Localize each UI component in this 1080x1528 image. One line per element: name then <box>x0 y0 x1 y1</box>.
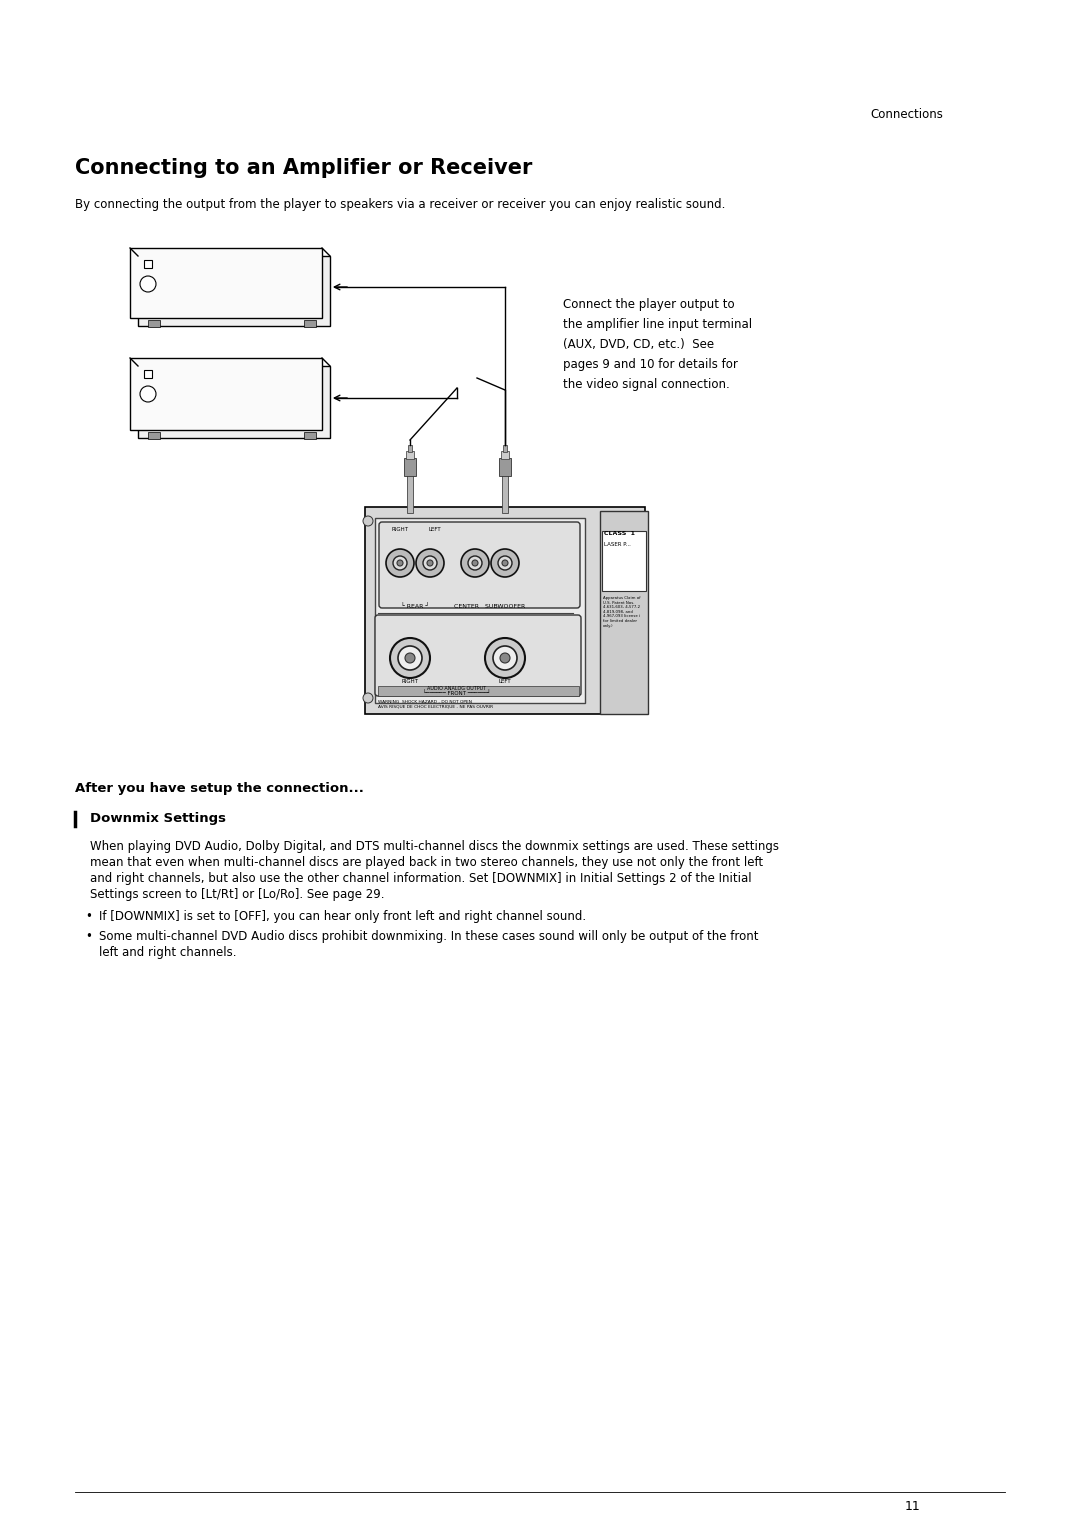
Text: left and right channels.: left and right channels. <box>99 946 237 960</box>
Circle shape <box>472 559 478 565</box>
Bar <box>138 257 330 325</box>
Circle shape <box>427 559 433 565</box>
Text: •: • <box>85 911 92 923</box>
Text: Downmix Settings: Downmix Settings <box>90 811 226 825</box>
Text: mean that even when multi-channel discs are played back in two stereo channels, : mean that even when multi-channel discs … <box>90 856 764 869</box>
Text: After you have setup the connection...: After you have setup the connection... <box>75 782 364 795</box>
Bar <box>138 367 330 439</box>
Text: └ REAR ┘: └ REAR ┘ <box>401 604 429 610</box>
Text: •: • <box>85 931 92 943</box>
Text: RIGHT: RIGHT <box>402 678 419 685</box>
Text: and right channels, but also use the other channel information. Set [DOWNMIX] in: and right channels, but also use the oth… <box>90 872 752 885</box>
Text: 11: 11 <box>905 1500 921 1513</box>
Bar <box>406 451 414 458</box>
Circle shape <box>468 556 482 570</box>
Circle shape <box>405 652 415 663</box>
Circle shape <box>485 639 525 678</box>
Bar <box>303 432 316 439</box>
Bar <box>375 518 585 703</box>
Text: By connecting the output from the player to speakers via a receiver or receiver : By connecting the output from the player… <box>75 199 726 211</box>
Text: Connections: Connections <box>870 108 943 121</box>
Text: If [DOWNMIX] is set to [OFF], you can hear only front left and right channel sou: If [DOWNMIX] is set to [OFF], you can he… <box>99 911 586 923</box>
Circle shape <box>502 559 508 565</box>
Circle shape <box>390 639 430 678</box>
FancyBboxPatch shape <box>379 523 580 608</box>
Bar <box>130 248 322 318</box>
Circle shape <box>498 556 512 570</box>
Bar <box>404 458 416 477</box>
Bar <box>501 451 509 458</box>
Circle shape <box>386 549 414 578</box>
Text: Connecting to an Amplifier or Receiver: Connecting to an Amplifier or Receiver <box>75 157 532 177</box>
Text: WARNING  SHOCK HAZARD - DO NOT OPEN
AVIS RISQUE DE CHOC ELECTRIQUE - NE PAS OUVR: WARNING SHOCK HAZARD - DO NOT OPEN AVIS … <box>378 700 494 709</box>
Bar <box>602 532 646 591</box>
Text: LASER P...: LASER P... <box>604 542 631 547</box>
Circle shape <box>423 556 437 570</box>
Text: CLASS  1: CLASS 1 <box>604 532 635 536</box>
Text: AUDIO ANALOG OUTPUT: AUDIO ANALOG OUTPUT <box>428 686 487 691</box>
Text: Connect the player output to
the amplifier line input terminal
(AUX, DVD, CD, et: Connect the player output to the amplifi… <box>563 298 752 391</box>
Bar <box>600 510 648 714</box>
Text: RIGHT: RIGHT <box>391 527 408 532</box>
Text: Apparatus Claim of
U.S. Patent Nos.
4,631,603, 4,577,2
4,819,098, and
4,967,093 : Apparatus Claim of U.S. Patent Nos. 4,63… <box>603 596 640 628</box>
Bar <box>408 445 411 452</box>
Text: Some multi-channel DVD Audio discs prohibit downmixing. In these cases sound wil: Some multi-channel DVD Audio discs prohi… <box>99 931 758 943</box>
Bar <box>503 445 507 452</box>
Text: LEFT: LEFT <box>429 527 442 532</box>
Bar <box>365 507 645 714</box>
Circle shape <box>140 387 156 402</box>
Circle shape <box>461 549 489 578</box>
Circle shape <box>140 277 156 292</box>
Circle shape <box>491 549 519 578</box>
Bar <box>407 474 413 513</box>
Bar <box>144 260 152 267</box>
Circle shape <box>393 556 407 570</box>
Bar <box>148 432 160 439</box>
Bar <box>502 474 508 513</box>
Text: LEFT: LEFT <box>499 678 511 685</box>
Circle shape <box>399 646 422 669</box>
Circle shape <box>397 559 403 565</box>
Bar <box>303 319 316 327</box>
Bar <box>130 358 322 429</box>
Text: CENTER   SUBWOOFER: CENTER SUBWOOFER <box>455 604 526 610</box>
Circle shape <box>492 646 517 669</box>
Text: When playing DVD Audio, Dolby Digital, and DTS multi-channel discs the downmix s: When playing DVD Audio, Dolby Digital, a… <box>90 840 779 853</box>
Circle shape <box>363 516 373 526</box>
Bar <box>148 319 160 327</box>
Bar <box>144 370 152 377</box>
FancyBboxPatch shape <box>375 614 581 695</box>
Circle shape <box>630 694 640 703</box>
Text: Settings screen to [Lt/Rt] or [Lo/Ro]. See page 29.: Settings screen to [Lt/Rt] or [Lo/Ro]. S… <box>90 888 384 902</box>
Circle shape <box>363 694 373 703</box>
Circle shape <box>630 516 640 526</box>
Bar <box>378 686 579 695</box>
Circle shape <box>500 652 510 663</box>
Bar <box>365 507 645 513</box>
Text: └────── FRONT ──────┘: └────── FRONT ──────┘ <box>423 691 490 695</box>
Circle shape <box>416 549 444 578</box>
Bar <box>499 458 511 477</box>
